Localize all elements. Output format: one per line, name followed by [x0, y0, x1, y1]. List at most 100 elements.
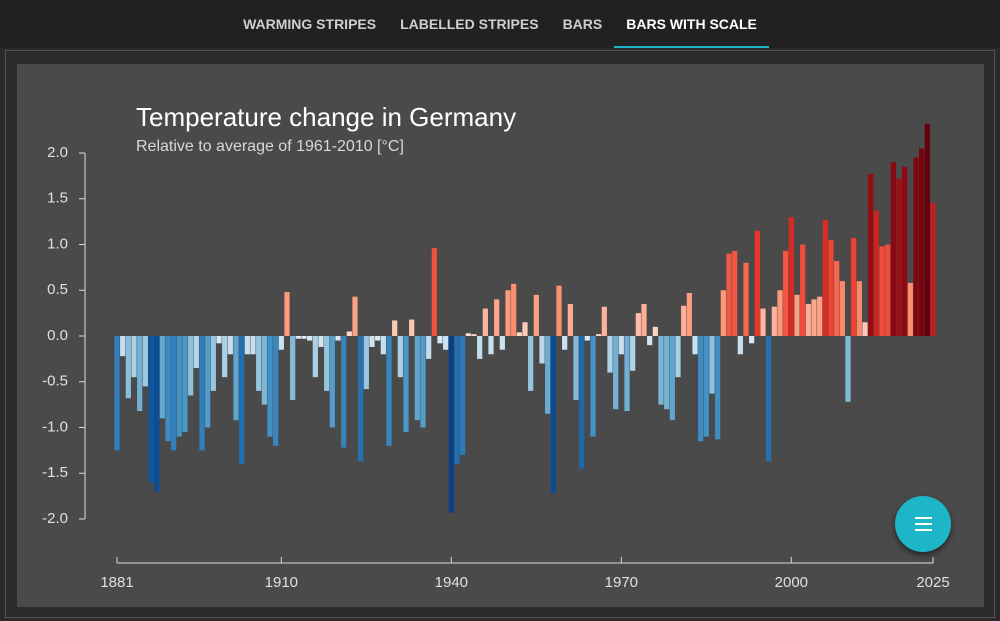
menu-button[interactable]	[895, 496, 951, 552]
bar	[324, 336, 330, 391]
bar	[732, 250, 738, 336]
bar	[426, 336, 432, 359]
bar	[822, 219, 828, 336]
bar	[856, 281, 862, 336]
bar	[301, 336, 307, 339]
bar	[596, 334, 602, 336]
bar	[743, 262, 749, 336]
bar	[777, 290, 783, 336]
bar	[828, 239, 834, 336]
bar	[562, 336, 568, 350]
bar	[142, 336, 148, 387]
bar	[488, 336, 494, 355]
bar	[443, 336, 449, 350]
bar	[403, 336, 409, 433]
bar	[267, 336, 273, 437]
bar	[800, 244, 806, 336]
bar	[341, 336, 347, 448]
tab[interactable]: BARS WITH SCALE	[614, 0, 769, 48]
bar	[715, 336, 721, 440]
bar	[675, 336, 681, 378]
bar	[930, 203, 936, 336]
bar	[499, 336, 505, 350]
bar	[312, 336, 318, 378]
bar	[210, 336, 216, 391]
bar	[658, 336, 664, 405]
bar	[397, 336, 403, 378]
bar	[295, 336, 301, 339]
bar	[754, 230, 760, 336]
bar	[539, 336, 545, 364]
bar	[839, 281, 845, 336]
bar	[902, 166, 908, 336]
bar	[907, 282, 913, 336]
bar	[766, 336, 772, 462]
x-tick-label: 1940	[435, 574, 468, 591]
x-tick-label: 1970	[605, 574, 638, 591]
bar	[137, 336, 143, 412]
y-tick-label: 1.5	[47, 190, 68, 207]
bar	[222, 336, 228, 378]
bar	[284, 292, 290, 336]
bar	[431, 248, 437, 336]
bar	[437, 336, 443, 344]
bar	[318, 336, 324, 347]
bar	[239, 336, 245, 465]
bar	[273, 336, 279, 446]
bar	[681, 305, 687, 336]
bar	[505, 290, 511, 336]
y-tick-label: -0.5	[42, 373, 68, 390]
bar	[652, 326, 658, 336]
bar	[494, 299, 500, 336]
bar	[460, 336, 466, 455]
bar	[550, 336, 556, 494]
bar	[726, 253, 732, 336]
bar	[794, 294, 800, 336]
tab[interactable]: BARS	[562, 16, 603, 32]
bar	[182, 336, 188, 433]
bar	[363, 336, 369, 390]
bar	[783, 250, 789, 336]
bar	[664, 336, 670, 410]
bar	[386, 336, 392, 446]
bar	[516, 332, 522, 336]
bar	[669, 336, 675, 421]
bar	[873, 210, 879, 336]
bar	[420, 336, 426, 428]
bar	[811, 299, 817, 336]
bar	[522, 322, 528, 336]
bar	[890, 162, 896, 336]
bar	[573, 336, 579, 401]
tab[interactable]: LABELLED STRIPES	[400, 16, 539, 32]
bar	[165, 336, 171, 442]
y-tick-label: 0.5	[47, 281, 68, 298]
bar	[256, 336, 262, 391]
bar	[749, 336, 755, 344]
bar	[545, 336, 551, 414]
bar	[188, 336, 194, 396]
bar	[590, 336, 596, 437]
bar	[375, 336, 381, 341]
tab[interactable]: WARMING STRIPES	[243, 16, 377, 32]
bar	[414, 336, 420, 421]
bar	[307, 336, 313, 341]
bar	[584, 336, 590, 341]
bar	[148, 336, 154, 483]
bar	[817, 296, 823, 336]
bar	[131, 336, 137, 378]
bar	[601, 306, 607, 336]
chart-subtitle: Relative to average of 1961-2010 [°C]	[136, 138, 404, 155]
bar	[924, 123, 930, 336]
bar	[392, 320, 398, 336]
bar	[686, 292, 692, 336]
bar	[120, 336, 126, 357]
bar	[352, 296, 358, 336]
bar	[613, 336, 619, 410]
y-tick-label: 0.0	[47, 327, 68, 344]
bar	[913, 157, 919, 336]
tab-bar: WARMING STRIPES LABELLED STRIPES BARS BARS …	[0, 0, 1000, 48]
bar	[607, 336, 613, 373]
bar	[454, 336, 460, 465]
bar	[805, 303, 811, 336]
